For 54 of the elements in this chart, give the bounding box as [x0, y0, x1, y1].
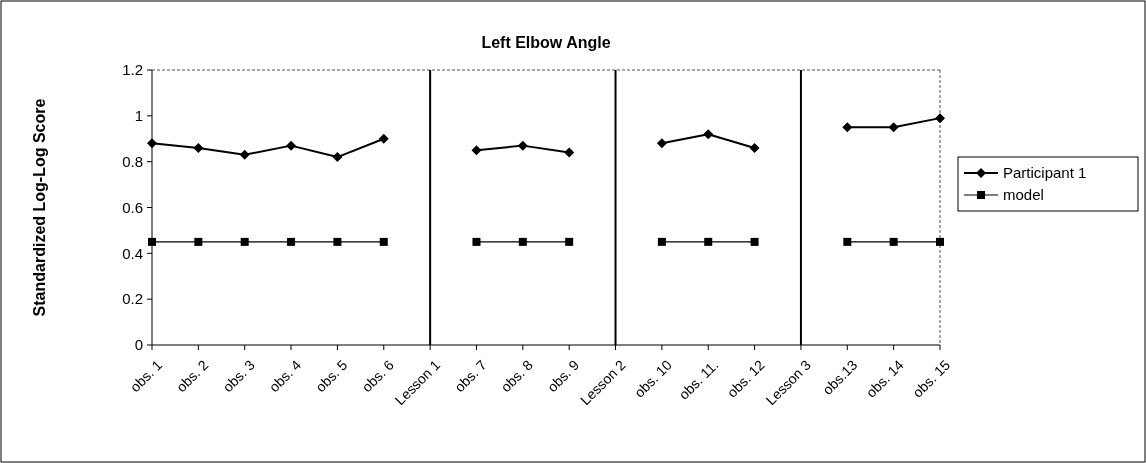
x-tick-label: obs. 8 — [497, 356, 537, 396]
x-tick-label: obs. 11. — [675, 356, 722, 403]
y-axis-title: Standardized Log-Log Score — [31, 98, 48, 317]
x-tick-label: obs. 9 — [543, 356, 583, 396]
point — [657, 237, 666, 246]
y-tick-label: 0.4 — [122, 244, 143, 262]
x-tick-label: obs. 3 — [219, 356, 258, 396]
y-tick-label: 0.2 — [122, 290, 143, 308]
point — [842, 122, 853, 133]
x-tick-label: obs. 5 — [312, 356, 351, 396]
point — [936, 237, 944, 246]
point — [656, 138, 667, 149]
x-tick-label: obs. 2 — [173, 356, 212, 396]
y-tick-label: 0 — [134, 336, 143, 354]
point — [240, 237, 249, 246]
point — [703, 129, 714, 140]
point — [287, 237, 296, 246]
point — [564, 147, 575, 158]
chart-title: Left Elbow Angle — [481, 34, 611, 51]
y-tick-label: 0.6 — [122, 198, 143, 216]
legend-label: Participant 1 — [1003, 164, 1087, 182]
point — [239, 149, 250, 160]
point — [379, 237, 388, 246]
point — [888, 122, 899, 133]
point — [750, 237, 759, 246]
point — [378, 133, 389, 144]
x-tick-label: obs. 14 — [862, 356, 907, 401]
point — [332, 152, 343, 163]
point — [333, 237, 342, 246]
point — [286, 140, 297, 151]
point — [472, 237, 481, 246]
legend-label: model — [1003, 186, 1044, 204]
y-tick-label: 1.2 — [122, 61, 143, 79]
point — [517, 140, 528, 151]
point — [148, 237, 156, 246]
x-tick-label: obs. 4 — [265, 356, 305, 396]
x-tick-label: obs. 6 — [358, 356, 397, 396]
point — [194, 237, 203, 246]
point — [843, 237, 852, 246]
point — [749, 142, 760, 153]
x-tick-label: obs. 1 — [126, 356, 166, 396]
point — [889, 237, 898, 246]
x-tick-label: obs. 7 — [451, 356, 490, 396]
x-tick-label: obs. 15 — [909, 356, 954, 401]
point — [193, 142, 204, 153]
x-tick-label: obs. 10 — [631, 356, 676, 401]
point — [518, 237, 527, 246]
point — [147, 138, 157, 149]
y-tick-label: 0.8 — [122, 152, 143, 170]
point — [565, 237, 574, 246]
point — [704, 237, 713, 246]
point — [471, 145, 482, 156]
point — [935, 113, 945, 124]
y-tick-label: 1 — [134, 107, 143, 125]
